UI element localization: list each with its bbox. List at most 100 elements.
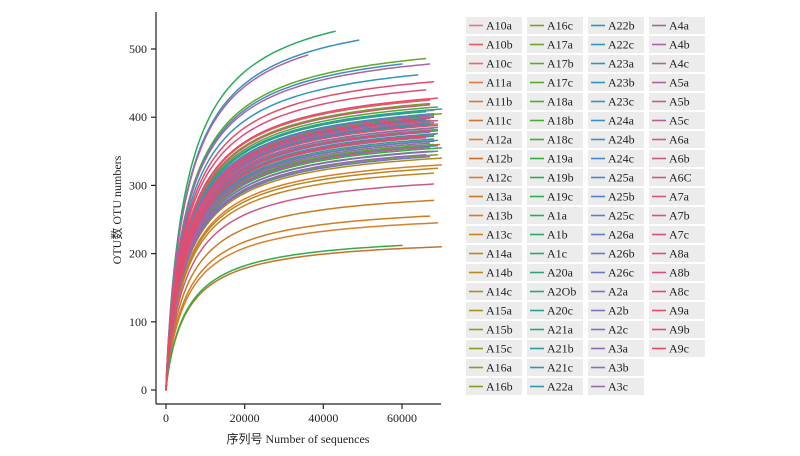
- legend-item-A11c: A11c: [466, 112, 522, 129]
- legend-label: A13c: [486, 228, 512, 242]
- legend-item-background: [527, 112, 583, 129]
- legend-label: A8a: [669, 247, 690, 261]
- legend-item-background: [649, 169, 705, 186]
- legend-item-A19b: A19b: [527, 169, 583, 186]
- legend-item-A26a: A26a: [588, 226, 644, 243]
- legend-item-A26c: A26c: [588, 264, 644, 281]
- y-tick-label: 300: [129, 178, 147, 192]
- legend-label: A9c: [669, 342, 689, 356]
- legend-item-background: [649, 36, 705, 53]
- legend-item-background: [466, 302, 522, 319]
- legend-item-A6C: A6C: [649, 169, 705, 186]
- legend-label: A19a: [547, 152, 574, 166]
- legend-label: A21b: [547, 342, 574, 356]
- legend-item-background: [588, 93, 644, 110]
- legend-item-A25a: A25a: [588, 169, 644, 186]
- legend-item-background: [466, 340, 522, 357]
- legend-item-A15c: A15c: [466, 340, 522, 357]
- series-line-A14a: [165, 167, 439, 391]
- legend-item-background: [649, 302, 705, 319]
- legend-label: A15b: [486, 323, 513, 337]
- legend-item-A15b: A15b: [466, 321, 522, 338]
- legend-item-A23c: A23c: [588, 93, 644, 110]
- legend-label: A22b: [608, 19, 635, 33]
- series-line-A6C: [165, 183, 435, 391]
- legend-item-A5b: A5b: [649, 93, 705, 110]
- y-tick-label: 200: [129, 247, 147, 261]
- legend-item-background: [527, 359, 583, 376]
- legend-item-background: [466, 283, 522, 300]
- legend-label: A6b: [669, 152, 690, 166]
- legend-item-A1a: A1a: [527, 207, 583, 224]
- legend-label: A26c: [608, 266, 634, 280]
- legend-label: A15c: [486, 342, 512, 356]
- legend-item-A7b: A7b: [649, 207, 705, 224]
- legend-item-A19a: A19a: [527, 150, 583, 167]
- legend-item-background: [588, 340, 644, 357]
- legend-item-A1b: A1b: [527, 226, 583, 243]
- legend-item-A2a: A2a: [588, 283, 644, 300]
- legend-label: A14c: [486, 285, 512, 299]
- legend-item-background: [588, 169, 644, 186]
- legend-item-background: [588, 302, 644, 319]
- legend-item-background: [527, 245, 583, 262]
- y-axis-title: OTU数 OTU numbers: [109, 155, 124, 264]
- legend-item-A19c: A19c: [527, 188, 583, 205]
- legend-item-background: [466, 359, 522, 376]
- y-tick-label: 100: [129, 315, 147, 329]
- legend-label: A3b: [608, 361, 629, 375]
- legend-item-A21b: A21b: [527, 340, 583, 357]
- legend-item-A9c: A9c: [649, 340, 705, 357]
- series-line-A8c: [165, 130, 431, 391]
- legend-item-A1c: A1c: [527, 245, 583, 262]
- legend-item-A8b: A8b: [649, 264, 705, 281]
- legend-item-background: [466, 226, 522, 243]
- legend-label: A1c: [547, 247, 567, 261]
- legend-label: A2c: [608, 323, 628, 337]
- legend-label: A15a: [486, 304, 513, 318]
- legend-item-A17a: A17a: [527, 36, 583, 53]
- legend-label: A16a: [486, 361, 513, 375]
- legend-item-A13c: A13c: [466, 226, 522, 243]
- legend-item-A2c: A2c: [588, 321, 644, 338]
- legend-label: A10b: [486, 38, 513, 52]
- legend-item-background: [588, 283, 644, 300]
- legend-label: A14a: [486, 247, 513, 261]
- legend-item-background: [649, 150, 705, 167]
- legend-item-background: [649, 188, 705, 205]
- series-line-A12b: [165, 246, 443, 391]
- legend-label: A14b: [486, 266, 513, 280]
- legend-label: A18a: [547, 95, 574, 109]
- legend-item-A13b: A13b: [466, 207, 522, 224]
- legend-item-A18b: A18b: [527, 112, 583, 129]
- legend-label: A22c: [608, 38, 634, 52]
- legend-item-background: [588, 245, 644, 262]
- legend-label: A4a: [669, 19, 690, 33]
- legend-item-background: [588, 321, 644, 338]
- x-tick-label: 0: [163, 411, 169, 425]
- legend-label: A5a: [669, 76, 690, 90]
- legend-label: A4b: [669, 38, 690, 52]
- legend-item-background: [649, 283, 705, 300]
- legend-item-A13a: A13a: [466, 188, 522, 205]
- legend-item-background: [527, 321, 583, 338]
- legend-label: A12c: [486, 171, 512, 185]
- legend-item-A18c: A18c: [527, 131, 583, 148]
- legend-item-background: [466, 74, 522, 91]
- legend-item-background: [588, 188, 644, 205]
- legend-item-A8c: A8c: [649, 283, 705, 300]
- legend-item-A20c: A20c: [527, 302, 583, 319]
- legend-item-A6a: A6a: [649, 131, 705, 148]
- legend-item-A4b: A4b: [649, 36, 705, 53]
- series-line-A8b: [165, 97, 439, 391]
- legend-item-A5c: A5c: [649, 112, 705, 129]
- legend-item-A17b: A17b: [527, 55, 583, 72]
- legend-item-A3c: A3c: [588, 378, 644, 395]
- legend-item-background: [588, 264, 644, 281]
- legend-item-background: [649, 131, 705, 148]
- legend-label: A25c: [608, 209, 634, 223]
- tick-layer: 0 20000 40000 60000 0 100 200 300 400 500: [129, 42, 417, 425]
- legend-item-background: [527, 226, 583, 243]
- legend-item-A20a: A20a: [527, 264, 583, 281]
